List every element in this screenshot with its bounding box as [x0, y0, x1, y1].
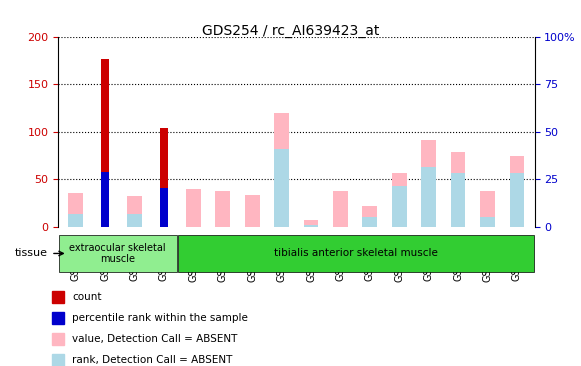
Bar [510, 173, 524, 227]
Bar [69, 193, 83, 227]
Bar [304, 225, 318, 227]
Bar [363, 217, 377, 227]
Bar [52, 354, 64, 366]
Bar [101, 172, 109, 227]
Text: GDS254 / rc_AI639423_at: GDS254 / rc_AI639423_at [202, 24, 379, 38]
Bar [451, 173, 465, 227]
Bar [274, 113, 289, 227]
Bar [245, 195, 260, 227]
Text: tissue: tissue [15, 249, 63, 258]
Bar [304, 220, 318, 227]
Bar [392, 173, 407, 227]
Text: count: count [72, 292, 102, 302]
Bar [59, 235, 177, 272]
Bar [186, 189, 200, 227]
Bar [392, 186, 407, 227]
Text: percentile rank within the sample: percentile rank within the sample [72, 313, 248, 323]
Bar [421, 140, 436, 227]
Bar [421, 167, 436, 227]
Bar [178, 235, 534, 272]
Bar [160, 188, 168, 227]
Bar [510, 156, 524, 227]
Text: tibialis anterior skeletal muscle: tibialis anterior skeletal muscle [274, 249, 438, 258]
Bar [480, 217, 495, 227]
Bar [160, 128, 168, 227]
Bar [480, 191, 495, 227]
Bar [52, 333, 64, 345]
Bar [52, 291, 64, 303]
Text: value, Detection Call = ABSENT: value, Detection Call = ABSENT [72, 334, 238, 344]
Bar [363, 206, 377, 227]
Text: extraocular skeletal
muscle: extraocular skeletal muscle [69, 243, 166, 264]
Bar [274, 149, 289, 227]
Bar [52, 312, 64, 324]
Bar [333, 191, 348, 227]
Bar [127, 195, 142, 227]
Bar [127, 214, 142, 227]
Bar [69, 214, 83, 227]
Bar [451, 152, 465, 227]
Bar [216, 191, 230, 227]
Bar [101, 59, 109, 227]
Text: rank, Detection Call = ABSENT: rank, Detection Call = ABSENT [72, 355, 232, 365]
